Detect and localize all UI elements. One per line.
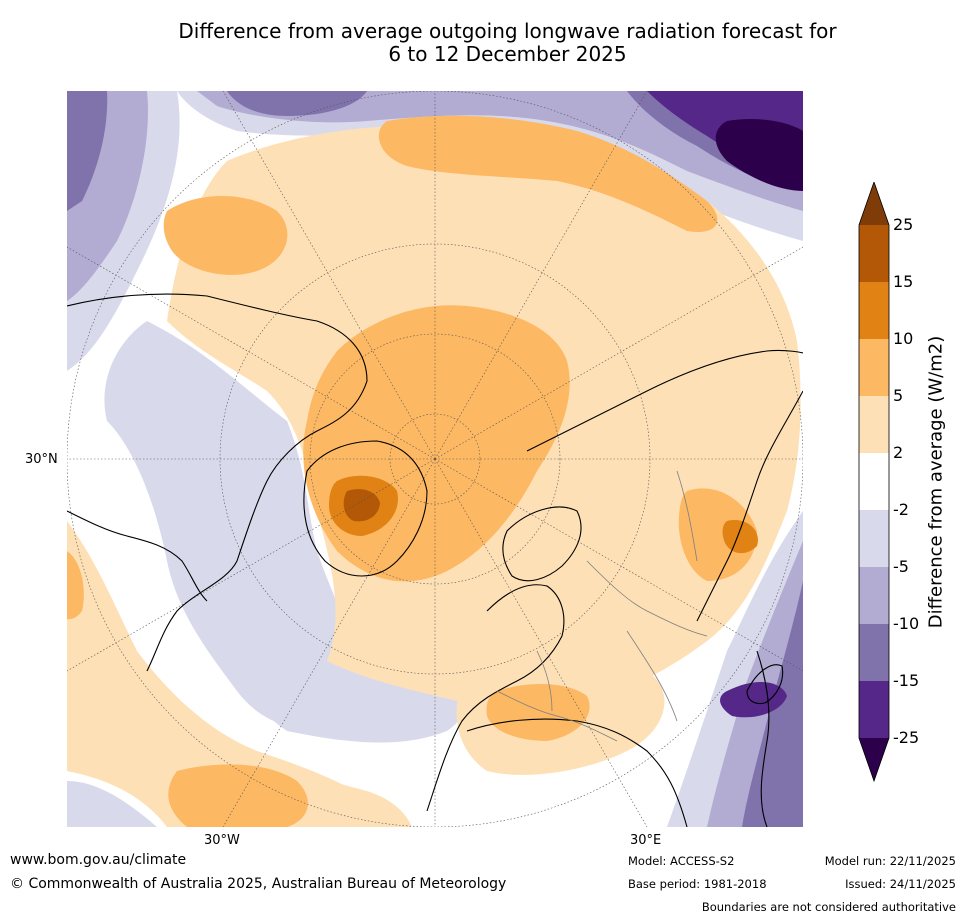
- colorbar-tick-25: 25: [893, 215, 914, 234]
- coast-canada-west: [67, 510, 208, 602]
- footer-base-period: Base period: 1981-2018: [628, 877, 767, 891]
- colorbar-tick-neg-25: -25: [893, 728, 920, 747]
- meridian-150w: [222, 91, 436, 460]
- meridian-120e: [434, 246, 803, 460]
- anomaly-pos-5-10-pacific-south: [168, 764, 308, 827]
- colorbar-neg-2-5: [859, 510, 889, 567]
- coast-scandinavia: [502, 506, 582, 582]
- lat-circle-60n: [309, 333, 561, 585]
- border-asia-2: [676, 470, 698, 562]
- footer-copyright: © Commonwealth of Australia 2025, Austra…: [10, 876, 507, 892]
- anomaly-pos-15-25-greenland: [343, 489, 380, 522]
- footer-disclaimer: Boundaries are not considered authoritat…: [701, 900, 956, 914]
- footer-url[interactable]: www.bom.gov.au/climate: [10, 852, 187, 868]
- chart-title: Difference from average outgoing longwav…: [60, 20, 955, 66]
- anomaly-pos-5-10-asia: [678, 488, 757, 581]
- title-line-2: 6 to 12 December 2025: [388, 42, 627, 66]
- lat-circle-80n: [389, 413, 481, 505]
- meridian-150e: [434, 91, 648, 460]
- graticule: [67, 91, 803, 827]
- anomaly-pos-5-10-west-edge: [67, 551, 84, 620]
- border-russia: [586, 560, 708, 637]
- footer-model-run: Model run: 22/11/2025: [824, 854, 956, 868]
- meridian-120w: [67, 246, 436, 460]
- anomaly-neg-2-5-bottom-left: [67, 781, 157, 827]
- colorbar-tick-15: 15: [893, 272, 914, 291]
- colorbar-tick-neg-5: -5: [893, 557, 909, 576]
- colorbar: [858, 182, 890, 782]
- country-borders: [496, 470, 708, 742]
- meridian-60e: [434, 458, 803, 672]
- anomaly-pos-5-10-north-pacific: [163, 196, 288, 275]
- anomaly-pos-10-15-asia: [722, 520, 758, 554]
- colorbar-tick-2: 2: [893, 443, 904, 462]
- colorbar-label: Difference from average (W/m2): [925, 335, 947, 629]
- meridian-60w: [67, 458, 436, 672]
- coast-japan: [746, 664, 784, 705]
- anomaly-neg-5-10-top: [197, 91, 803, 211]
- lon-label-30w: 30°W: [204, 833, 240, 848]
- colorbar-below-neg-25: [859, 738, 889, 781]
- coast-mediterranean: [466, 718, 688, 827]
- anomaly-pos-5-10-north-band: [378, 115, 718, 232]
- title-line-1: Difference from average outgoing longwav…: [178, 19, 837, 43]
- colorbar-neg-5-10: [859, 567, 889, 624]
- anomaly-neg-10-15-top: [227, 91, 803, 191]
- colorbar-15-25: [859, 225, 889, 282]
- colorbar-tick-neg-2: -2: [893, 500, 909, 519]
- colorbar-outline: [858, 182, 890, 782]
- footer-model: Model: ACCESS-S2: [628, 854, 735, 868]
- colorbar-5-10: [859, 339, 889, 396]
- border-europe-2: [536, 650, 553, 712]
- coast-russia-north: [526, 349, 803, 452]
- coast-europe: [426, 584, 565, 812]
- anomaly-neg-25-below-top: [715, 119, 803, 191]
- lat-label-30n: 30°N: [25, 452, 58, 467]
- anomaly-neg-2-5-west: [104, 321, 354, 727]
- meridian-30w: [222, 458, 436, 827]
- coast-alaska-canada: [67, 293, 368, 672]
- coast-greenland: [303, 440, 428, 577]
- border-asia-1: [626, 630, 678, 722]
- colorbar-tick-10: 10: [893, 329, 914, 348]
- coast-china: [756, 650, 770, 827]
- lon-label-30e: 30°E: [630, 833, 662, 848]
- anomaly-neg-15-25-east: [720, 681, 787, 718]
- colorbar-tick-5: 5: [893, 386, 904, 405]
- forecast-map: [67, 91, 803, 827]
- map-canvas: [67, 91, 803, 827]
- coastlines: [67, 293, 803, 827]
- colorbar-neg-10-15: [859, 624, 889, 681]
- anomaly-pos-2-5-southwest: [67, 521, 407, 827]
- colorbar-tick-neg-15: -15: [893, 671, 920, 690]
- anomaly-neg-10-15-left-edge: [67, 91, 108, 211]
- border-europe-1: [496, 690, 618, 742]
- footer-issued: Issued: 24/11/2025: [845, 877, 956, 891]
- colorbar-tick-neg-10: -10: [893, 614, 920, 633]
- colorbar-10-15: [859, 282, 889, 339]
- colorbar-neg-15-25: [859, 681, 889, 738]
- colorbar-above-25: [859, 182, 889, 225]
- colorbar-neutral: [859, 453, 889, 510]
- coast-asia-east: [696, 390, 803, 622]
- meridian-30e: [434, 458, 648, 827]
- colorbar-2-5: [859, 396, 889, 453]
